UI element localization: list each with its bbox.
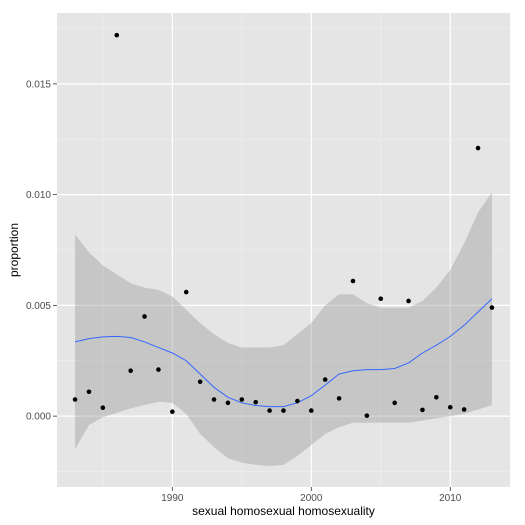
data-point — [364, 413, 370, 418]
minor-gridlines — [57, 13, 510, 487]
x-tick-label: 2000 — [300, 493, 323, 504]
data-point — [86, 389, 92, 395]
data-point — [461, 407, 467, 412]
y-axis-title: proportion — [7, 223, 21, 277]
data-point — [72, 397, 78, 402]
data-point — [114, 32, 120, 38]
data-point — [336, 396, 342, 401]
data-point — [308, 408, 314, 413]
x-axis-title: sexual homosexual homosexuality — [192, 504, 375, 518]
data-point — [239, 397, 245, 402]
y-axis-ticks: 0.000 0.005 0.010 0.015 — [26, 79, 57, 423]
data-point — [434, 394, 439, 400]
data-point — [128, 368, 133, 374]
y-tick-label: 0.010 — [26, 190, 51, 201]
data-point — [100, 405, 106, 411]
smooth-line — [74, 298, 493, 408]
confidence-ribbon — [75, 192, 492, 466]
data-point — [322, 377, 328, 382]
data-point — [489, 305, 495, 310]
x-tick-label: 2010 — [439, 493, 462, 504]
data-point — [267, 408, 272, 413]
data-point — [281, 408, 286, 413]
data-point — [378, 296, 384, 302]
data-point — [170, 409, 175, 414]
data-point — [350, 278, 356, 284]
data-point — [406, 298, 411, 304]
y-tick-label: 0.005 — [26, 301, 51, 312]
data-point — [183, 289, 189, 295]
y-tick-label: 0.000 — [26, 412, 51, 423]
data-point — [475, 145, 481, 151]
data-point — [211, 397, 217, 402]
x-axis-ticks: 1990 2000 2010 — [161, 487, 462, 504]
data-point — [156, 367, 161, 372]
data-point — [392, 400, 397, 406]
data-point — [295, 398, 300, 404]
data-point — [420, 407, 425, 413]
data-point — [197, 379, 203, 385]
data-point — [447, 404, 453, 410]
y-tick-label: 0.015 — [26, 79, 51, 90]
x-tick-label: 1990 — [161, 493, 184, 504]
data-points — [72, 32, 495, 418]
data-point — [253, 399, 259, 405]
data-point — [225, 400, 231, 406]
data-point — [142, 314, 147, 319]
